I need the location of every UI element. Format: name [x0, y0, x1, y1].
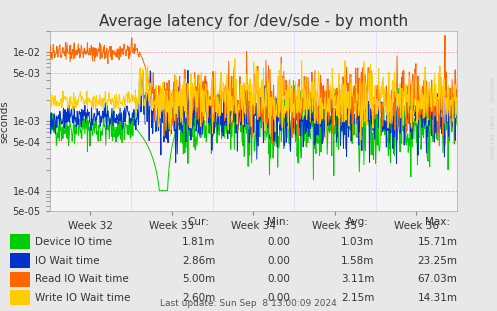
Text: 0.00: 0.00: [267, 256, 290, 266]
Text: IO Wait time: IO Wait time: [35, 256, 99, 266]
Text: Avg:: Avg:: [346, 217, 369, 227]
Text: 5.00m: 5.00m: [182, 274, 215, 284]
Text: Last update: Sun Sep  8 13:00:09 2024: Last update: Sun Sep 8 13:00:09 2024: [160, 299, 337, 308]
Text: 2.86m: 2.86m: [182, 256, 216, 266]
Text: Max:: Max:: [425, 217, 450, 227]
Text: 67.03m: 67.03m: [417, 274, 457, 284]
Title: Average latency for /dev/sde - by month: Average latency for /dev/sde - by month: [99, 14, 408, 29]
Text: Cur:: Cur:: [188, 217, 210, 227]
Text: 2.60m: 2.60m: [182, 293, 215, 303]
Text: 1.03m: 1.03m: [341, 237, 374, 247]
Text: 0.00: 0.00: [267, 274, 290, 284]
Text: 0.00: 0.00: [267, 293, 290, 303]
Text: 3.11m: 3.11m: [341, 274, 375, 284]
Text: 14.31m: 14.31m: [417, 293, 457, 303]
Text: 2.15m: 2.15m: [341, 293, 375, 303]
Text: Min:: Min:: [267, 217, 289, 227]
Text: RRDTOOL / TOBI OETIKER: RRDTOOL / TOBI OETIKER: [488, 77, 493, 160]
Text: 23.25m: 23.25m: [417, 256, 457, 266]
Bar: [10, 234, 30, 249]
Bar: [10, 290, 30, 305]
Text: 15.71m: 15.71m: [417, 237, 457, 247]
Bar: [10, 253, 30, 268]
Text: Device IO time: Device IO time: [35, 237, 112, 247]
Y-axis label: seconds: seconds: [0, 100, 10, 143]
Text: Write IO Wait time: Write IO Wait time: [35, 293, 130, 303]
Text: Read IO Wait time: Read IO Wait time: [35, 274, 129, 284]
Text: 1.58m: 1.58m: [341, 256, 375, 266]
Text: 0.00: 0.00: [267, 237, 290, 247]
Text: 1.81m: 1.81m: [182, 237, 216, 247]
Bar: [10, 272, 30, 287]
